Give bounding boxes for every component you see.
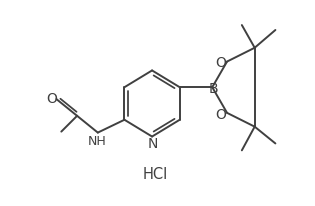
Text: O: O: [216, 107, 226, 121]
Text: B: B: [209, 82, 218, 96]
Text: N: N: [148, 137, 158, 151]
Text: O: O: [216, 55, 226, 69]
Text: O: O: [46, 92, 57, 105]
Text: NH: NH: [88, 134, 106, 147]
Text: HCl: HCl: [142, 166, 168, 181]
